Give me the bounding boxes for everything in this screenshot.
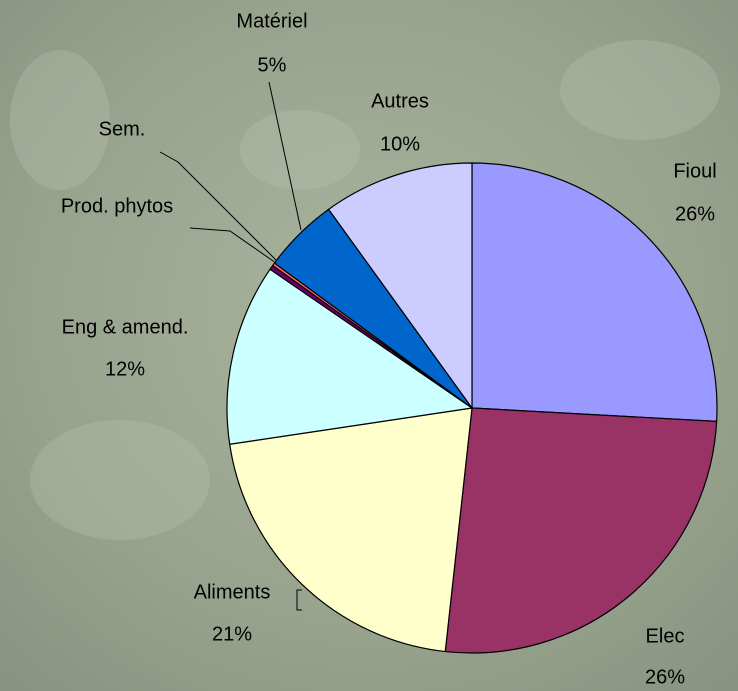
leader-line xyxy=(189,227,277,264)
pie-slice xyxy=(328,162,473,409)
slice-label: Elec xyxy=(646,625,685,647)
slice-label: Aliments xyxy=(194,581,271,603)
leader-line xyxy=(159,151,278,262)
slice-value-label: 26% xyxy=(675,203,715,225)
slice-value-label: 21% xyxy=(212,623,252,645)
slice-label: Eng & amend. xyxy=(62,316,189,338)
leader-lines xyxy=(159,81,302,611)
slice-label: Matériel xyxy=(236,10,307,32)
pie-slice xyxy=(226,268,473,445)
pie-slice xyxy=(444,407,718,654)
texture xyxy=(10,40,720,540)
slice-label: Prod. phytos xyxy=(61,195,173,217)
pie-slice xyxy=(471,162,718,422)
slice-label: Sem. xyxy=(99,118,146,140)
slice-value-label: 5% xyxy=(258,54,287,76)
slice-value-label: 12% xyxy=(105,358,145,380)
slice-label: Fioul xyxy=(673,160,716,182)
leader-line xyxy=(296,589,302,611)
slice-label: Autres xyxy=(371,90,429,112)
pie-slice xyxy=(229,407,473,653)
slice-value-label: 26% xyxy=(645,666,685,688)
slice-value-label: 10% xyxy=(380,133,420,155)
leader-line xyxy=(268,81,302,231)
